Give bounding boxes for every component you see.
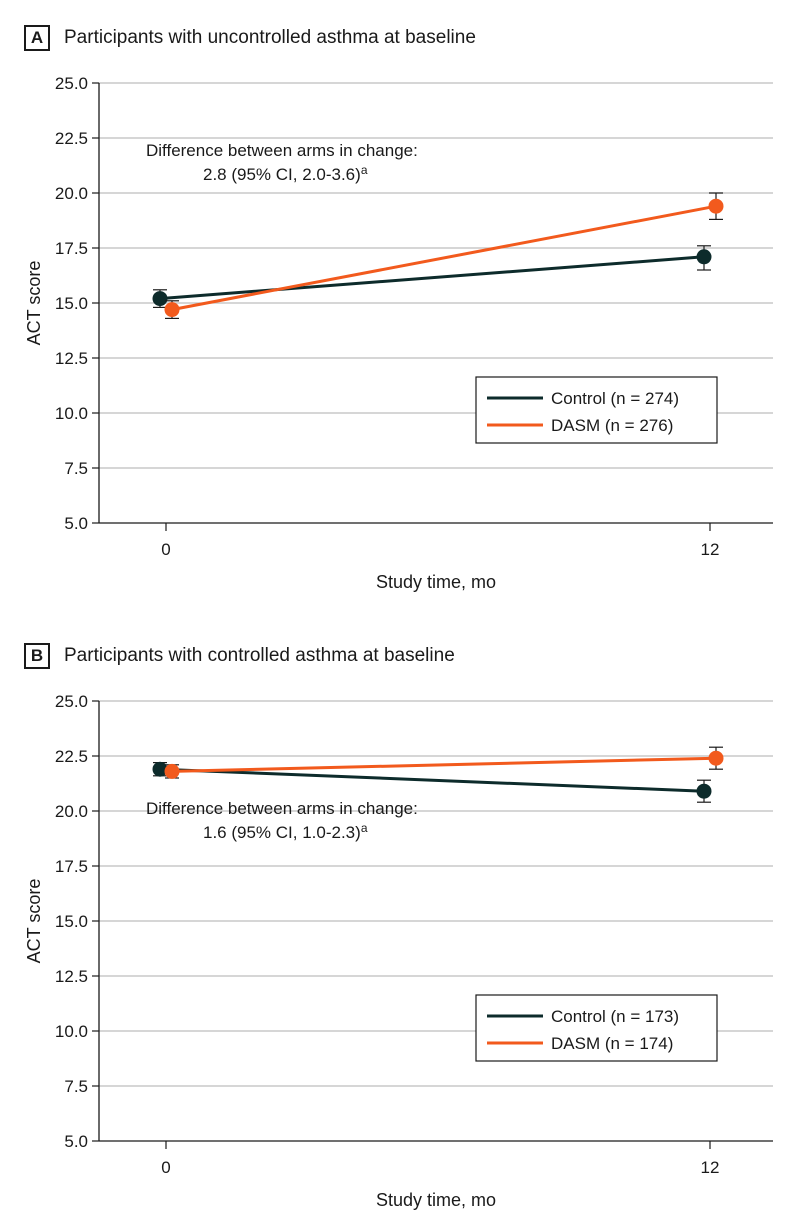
chart-a-legend bbox=[475, 376, 718, 444]
panel-b-header: B Participants with controlled asthma at… bbox=[24, 642, 455, 670]
chart-b-y-tick-label: 15.0 bbox=[55, 912, 88, 931]
chart-b-data-point bbox=[152, 761, 168, 777]
chart-b-y-tick-label: 25.0 bbox=[55, 692, 88, 711]
chart-b-legend-label: DASM (n = 174) bbox=[551, 1034, 673, 1053]
chart-b-series-line bbox=[171, 756, 717, 773]
chart-a-y-tick-label: 22.5 bbox=[55, 129, 88, 148]
chart-a-x-axis-label: Study time, mo bbox=[376, 572, 496, 592]
chart-a-annotation-superscript: a bbox=[361, 163, 368, 177]
chart-a-y-tick-label: 17.5 bbox=[55, 239, 88, 258]
chart-a-y-tick-label: 20.0 bbox=[55, 184, 88, 203]
panel-a-label: A bbox=[24, 25, 50, 51]
chart-a-data-point bbox=[708, 198, 724, 214]
panel-b-title: Participants with controlled asthma at b… bbox=[64, 645, 455, 666]
chart-b-x-axis-label: Study time, mo bbox=[376, 1190, 496, 1210]
panel-a-title: Participants with uncontrolled asthma at… bbox=[64, 27, 476, 48]
chart-a-annotation-line1: Difference between arms in change: bbox=[146, 141, 418, 160]
chart-a-data-point bbox=[164, 302, 180, 318]
chart-a-annotation-line2: 2.8 (95% CI, 2.0-3.6)a bbox=[203, 163, 368, 184]
chart-a-legend-label: DASM (n = 276) bbox=[551, 416, 673, 435]
chart-b-y-tick-label: 12.5 bbox=[55, 967, 88, 986]
chart-b-series-line bbox=[159, 767, 705, 793]
chart-a-x-tick-label: 0 bbox=[161, 540, 170, 559]
chart-a: 5.0 7.5 10.0 12.5 15.0 17.5 20.0 22.5 25.0 0 12 Stu… bbox=[24, 74, 773, 592]
chart-a-data-point bbox=[696, 249, 712, 265]
chart-b: 5.0 7.5 10.0 12.5 15.0 17.5 20.0 22.5 25.0 0 12 Stu… bbox=[24, 692, 773, 1210]
chart-a-y-tick-label: 7.5 bbox=[64, 459, 88, 478]
chart-b-data-point bbox=[164, 763, 180, 779]
chart-b-annotation-superscript: a bbox=[361, 821, 368, 835]
panel-b-label: B bbox=[24, 643, 50, 669]
chart-a-y-axis-label: ACT score bbox=[24, 261, 44, 346]
chart-b-annotation-line2: 1.6 (95% CI, 1.0-2.3)a bbox=[203, 821, 368, 842]
chart-a-series-line bbox=[159, 255, 705, 301]
chart-a-x-tick-label: 12 bbox=[701, 540, 720, 559]
chart-b-y-tick-label: 17.5 bbox=[55, 857, 88, 876]
chart-b-legend bbox=[475, 994, 718, 1062]
chart-a-y-tick-label: 5.0 bbox=[64, 514, 88, 533]
chart-b-y-tick-label: 7.5 bbox=[64, 1077, 88, 1096]
chart-b-x-tick-label: 12 bbox=[701, 1158, 720, 1177]
panel-a-header: A Participants with uncontrolled asthma … bbox=[24, 24, 476, 52]
chart-b-y-tick-label: 20.0 bbox=[55, 802, 88, 821]
panel-a: A Participants with uncontrolled asthma … bbox=[0, 0, 794, 612]
chart-b-x-tick-label: 0 bbox=[161, 1158, 170, 1177]
chart-a-series-line bbox=[171, 204, 717, 312]
chart-b-data-point bbox=[696, 783, 712, 799]
chart-a-legend-label: Control (n = 274) bbox=[551, 389, 679, 408]
chart-b-legend-label: Control (n = 173) bbox=[551, 1007, 679, 1026]
panel-b: B Participants with controlled asthma at… bbox=[0, 618, 794, 1231]
chart-a-data-point bbox=[152, 291, 168, 307]
chart-b-annotation-line1: Difference between arms in change: bbox=[146, 799, 418, 818]
chart-a-y-tick-label: 12.5 bbox=[55, 349, 88, 368]
chart-a-y-tick-label: 10.0 bbox=[55, 404, 88, 423]
chart-b-data-point bbox=[708, 750, 724, 766]
chart-b-y-tick-label: 22.5 bbox=[55, 747, 88, 766]
chart-a-y-tick-label: 15.0 bbox=[55, 294, 88, 313]
chart-b-y-tick-label: 10.0 bbox=[55, 1022, 88, 1041]
chart-a-y-tick-label: 25.0 bbox=[55, 74, 88, 93]
chart-b-y-tick-label: 5.0 bbox=[64, 1132, 88, 1151]
chart-b-y-axis-label: ACT score bbox=[24, 879, 44, 964]
